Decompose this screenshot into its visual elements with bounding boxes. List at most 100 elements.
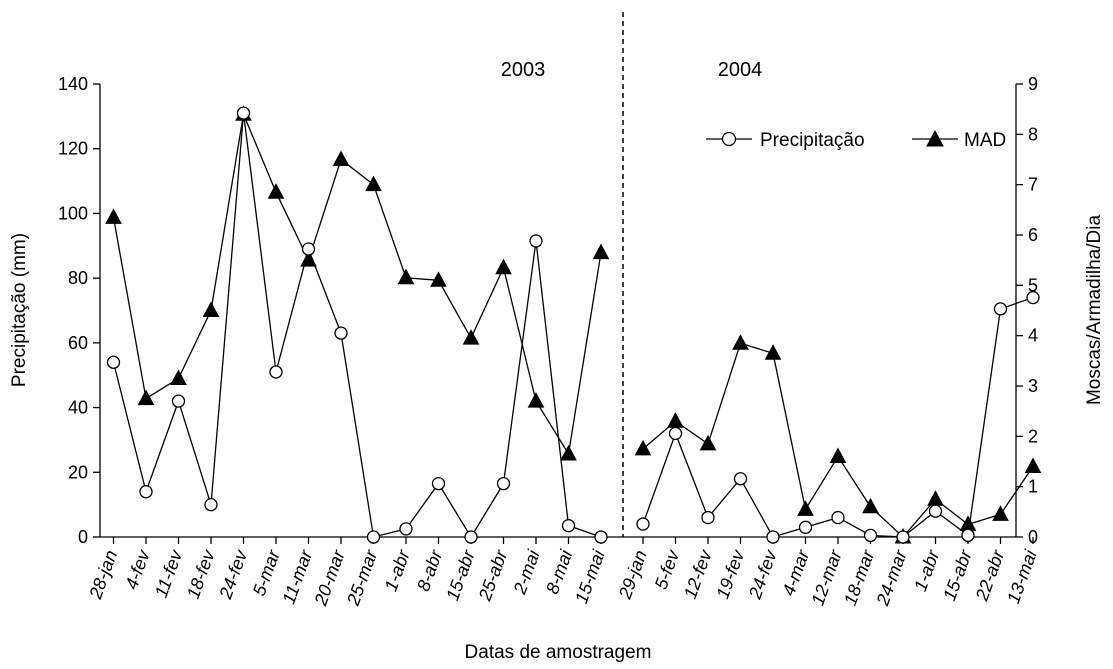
mad-point (1024, 457, 1042, 474)
right-tick-label: 4 (1028, 326, 1038, 346)
mad-point (267, 183, 285, 199)
x-axis-title: Datas de amostragem (465, 642, 652, 663)
mad-point (202, 301, 220, 317)
precipitacao-point (496, 476, 511, 491)
x-tick-label: 24-fev (215, 547, 252, 603)
precipitacao-point (399, 522, 413, 536)
mad-point (992, 505, 1009, 521)
line-precipitacao-2004 (642, 296, 1034, 538)
mad-point (560, 444, 577, 461)
x-tick-label: 4-mar (778, 547, 813, 599)
x-tick-label: 4-fev (121, 547, 154, 592)
mad-point (829, 447, 847, 463)
mad-point (332, 150, 350, 166)
left-tick-label: 0 (78, 527, 88, 547)
mad-point (634, 439, 652, 456)
legend-label-mad: MAD (964, 130, 1006, 151)
mad-point (495, 258, 512, 275)
precipitacao-point (928, 504, 943, 518)
left-tick-label: 60 (68, 333, 88, 353)
precipitacao-point (993, 302, 1008, 316)
mad-point (592, 243, 610, 260)
x-tick-label: 8-abr (413, 547, 447, 594)
x-tick-label: 8-mai (542, 547, 577, 597)
mad-point (462, 329, 480, 345)
precipitacao-point (561, 519, 576, 533)
mad-point (137, 389, 155, 406)
precipitacao-point (896, 530, 910, 544)
legend-label-precipitacao: Precipitação (760, 130, 865, 151)
series-lines (112, 111, 1034, 539)
right-tick-label: 6 (1028, 225, 1038, 245)
x-tick-label: 22-abr (971, 547, 1008, 605)
precipitacao-point (798, 520, 813, 534)
precipitacao-point (594, 530, 608, 544)
x-tick-label: 29-jan (615, 548, 651, 603)
year-label-2003: 2003 (501, 59, 546, 81)
mad-point (797, 500, 814, 516)
precipitacao-point (139, 485, 153, 499)
x-ticks: 28-jan 4-fev11-fev18-fev24-fev5-mar11-mar… (85, 537, 1041, 609)
x-tick-label: 2-mai (509, 547, 544, 598)
precipitacao-point (701, 510, 715, 525)
x-tick-label: 24-fev (745, 547, 782, 603)
precipitacao-point (464, 530, 478, 544)
x-tick-label: 19-fev (712, 547, 748, 602)
x-tick-label: 5-fev (651, 547, 684, 592)
x-tick-label: 12-fev (680, 547, 716, 602)
left-tick-label: 80 (68, 268, 88, 288)
left-tick-label: 40 (68, 398, 88, 418)
precipitacao-point (171, 394, 186, 408)
left-tick-label: 20 (68, 462, 88, 482)
left-tick-label: 120 (58, 139, 88, 159)
legend-marker-mad (926, 129, 944, 147)
precipitacao-point (236, 106, 251, 120)
precipitacao-point (733, 472, 748, 486)
precipitacao-point (668, 426, 683, 441)
mad-point (764, 344, 782, 360)
line-mad-2003 (112, 111, 602, 456)
x-tick-label: 25-abr (474, 547, 511, 605)
precipitacao-point (366, 530, 381, 544)
x-tick-label: 18-fev (183, 547, 219, 602)
legend: Precipitação MAD (706, 129, 1006, 151)
mad-point (397, 268, 415, 285)
x-tick-label: 15-mai (571, 547, 609, 606)
precipitacao-point (636, 517, 650, 531)
x-tick-label: 24-mar (872, 547, 911, 609)
precipitacao-point (204, 497, 218, 512)
left-tick-label: 140 (58, 74, 88, 94)
right-tick-label: 8 (1028, 124, 1038, 144)
left-ticks: 0 20 40 60 80 100 120 140 (58, 74, 100, 547)
mad-point (365, 175, 382, 192)
y-axis-title-right: Moscas/Armadilha/Dia (1084, 215, 1105, 405)
left-tick-label: 100 (58, 203, 88, 223)
x-tick-label: 13-mai (1003, 547, 1041, 606)
x-tick-label: 25-mar (343, 547, 382, 609)
precipitacao-point (301, 242, 316, 256)
mad-point (927, 490, 944, 506)
x-tick-label: 1-abr (381, 547, 415, 594)
x-tick-label: 15-abr (442, 547, 479, 604)
line-precipitacao-2003 (112, 113, 602, 539)
precipitacao-point (431, 476, 446, 491)
x-tick-label: 11-fev (151, 547, 187, 601)
mad-point (430, 271, 447, 287)
precipitacao-point (269, 365, 283, 379)
year-label-2004: 2004 (718, 59, 763, 81)
right-tick-label: 3 (1028, 376, 1038, 396)
right-tick-label: 1 (1028, 477, 1038, 497)
precipitacao-point (529, 234, 543, 248)
precipitacao-point (106, 355, 121, 369)
x-tick-label: 5-mar (249, 547, 284, 599)
right-tick-label: 2 (1028, 426, 1038, 446)
mad-point (732, 334, 749, 350)
precipitacao-point (863, 528, 878, 543)
precipitacao-point (766, 530, 780, 544)
right-tick-label: 7 (1028, 175, 1038, 195)
markers (105, 105, 1042, 544)
mad-point (667, 412, 684, 428)
right-tick-label: 9 (1028, 74, 1038, 94)
mad-point (105, 208, 122, 224)
